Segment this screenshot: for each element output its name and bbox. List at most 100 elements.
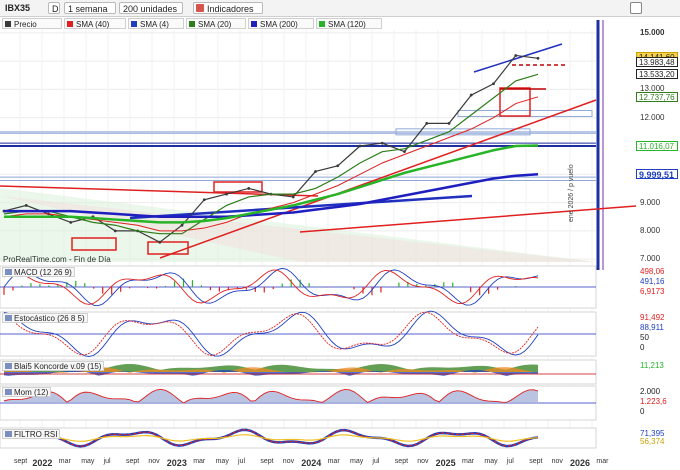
price-value-label: 13.533,20 [636,69,678,80]
x-tick-label: sept [529,458,543,465]
indicator-title-text: Mom (12) [14,388,49,397]
x-tick-label: may [81,458,95,465]
x-tick-label: nov [282,458,295,465]
x-tick-label: 2026 [570,458,591,468]
legend-item-sma4[interactable]: SMA (4) [128,18,184,29]
annotation-box [71,237,117,251]
indicator-value-label: 71,395 [638,429,667,439]
price-point [358,144,362,148]
indicator-value-label: 0 [638,407,647,417]
x-tick-label: may [350,458,364,465]
momentum-area [4,389,538,403]
trend-lines [0,43,637,259]
x-tick-label: mar [462,458,475,465]
legend-item-sma20[interactable]: SMA (20) [186,18,246,29]
indicator-value-label: 88,911 [638,323,666,333]
price-point [492,82,495,86]
price-tick-label: 13.000 [640,84,665,94]
x-tick-label: jul [372,458,380,465]
momentum-line [3,388,539,404]
legend-swatch-icon [67,21,73,27]
macd-line [3,267,539,307]
toolbar: IBX35 D 1 semana 200 unidades Indicadore… [0,0,680,17]
indicator-title-macd[interactable]: MACD (12 26 9) [2,267,75,277]
x-tick-label: mar [596,458,609,465]
price-value-label: 13.983,48 [636,56,678,67]
price-legend: Precio SMA (40) SMA (4) SMA (20) SMA (20… [0,17,600,30]
period-select[interactable]: 1 semana [64,2,116,14]
legend-item-sma120[interactable]: SMA (120) [316,18,382,29]
symbol-label[interactable]: IBX35 [5,3,31,13]
indicator-icon [5,389,12,395]
price-point [113,229,117,233]
price-point [247,187,251,190]
indicator-title-text: Blai5 Koncorde v.09 (15) [14,362,102,371]
indicators-button[interactable]: Indicadores [193,2,263,14]
x-tick-label: jul [103,458,111,465]
legend-label: SMA (4) [140,20,169,29]
data-button[interactable]: D [48,2,60,14]
indicator-icon [5,269,12,275]
indicator-value-label: 498,06 [638,267,667,277]
price-value-label: 12.737,76 [636,91,678,102]
legend-label: SMA (20) [198,20,232,29]
series-line-sma-20 [3,73,539,235]
stoch-d-line [3,311,539,356]
legend-item-precio[interactable]: Precio [2,18,62,29]
legend-label: Precio [14,20,37,29]
support-zone [0,188,596,262]
x-tick-label: 2023 [166,458,187,468]
price-tick-label: 15.000 [640,27,665,37]
annotation-box [499,87,531,117]
units-select[interactable]: 200 unidades [119,2,183,14]
price-value-label: 9.999,51 [636,169,678,180]
trend-line [129,194,473,220]
price-point [202,198,206,202]
x-tick-label: jul [238,458,246,465]
x-tick-label: jul [506,458,514,465]
range-box [395,128,531,136]
koncorde-area [4,367,538,373]
x-tick-label: nov [417,458,429,465]
indicator-value-label: 0 [638,343,647,353]
indicator-title-rsi[interactable]: FILTRO RSI [2,429,61,439]
legend-swatch-icon [189,21,195,27]
price-point [225,192,228,196]
price-tick-label: 12.000 [640,112,665,122]
indicator-value-label: 6,9173 [638,287,667,297]
indicator-title-text: MACD (12 26 9) [14,268,72,277]
indicator-title-mom[interactable]: Mom (12) [2,387,52,397]
legend-swatch-icon [319,21,325,27]
x-tick-label: mar [193,458,206,465]
price-point [24,204,28,207]
price-point [514,54,518,57]
legend-label: SMA (40) [76,20,110,29]
trend-line [473,43,563,73]
settings-icon[interactable] [630,2,642,14]
rsi-signal-line [3,434,539,442]
x-tick-label: may [215,458,229,465]
indicator-panels [0,265,597,449]
legend-label: SMA (120) [328,20,366,29]
x-tick-label: nov [551,458,563,465]
indicator-title-blai[interactable]: Blai5 Koncorde v.09 (15) [2,361,105,371]
indicator-title-stoch[interactable]: Estocástico (26 8 5) [2,313,88,323]
legend-swatch-icon [131,21,137,27]
price-point [180,223,184,227]
indicator-icon [5,315,12,321]
signal-line [3,269,539,305]
indicator-title-text: FILTRO RSI [14,430,58,439]
indicator-value-label: 491,16 [638,277,667,287]
price-point [336,164,340,168]
x-tick-label: sept [14,458,28,465]
legend-item-sma200[interactable]: SMA (200) [248,18,314,29]
range-bands [0,20,604,270]
legend-item-sma40[interactable]: SMA (40) [64,18,126,29]
annotation-box [213,181,263,193]
indicator-value-label: 2.000 [638,387,663,397]
price-value-label: 11.016,07 [636,140,678,151]
x-tick-label: sept [260,458,274,465]
x-tick-label: mar [327,458,340,465]
indicator-icon [5,363,12,369]
